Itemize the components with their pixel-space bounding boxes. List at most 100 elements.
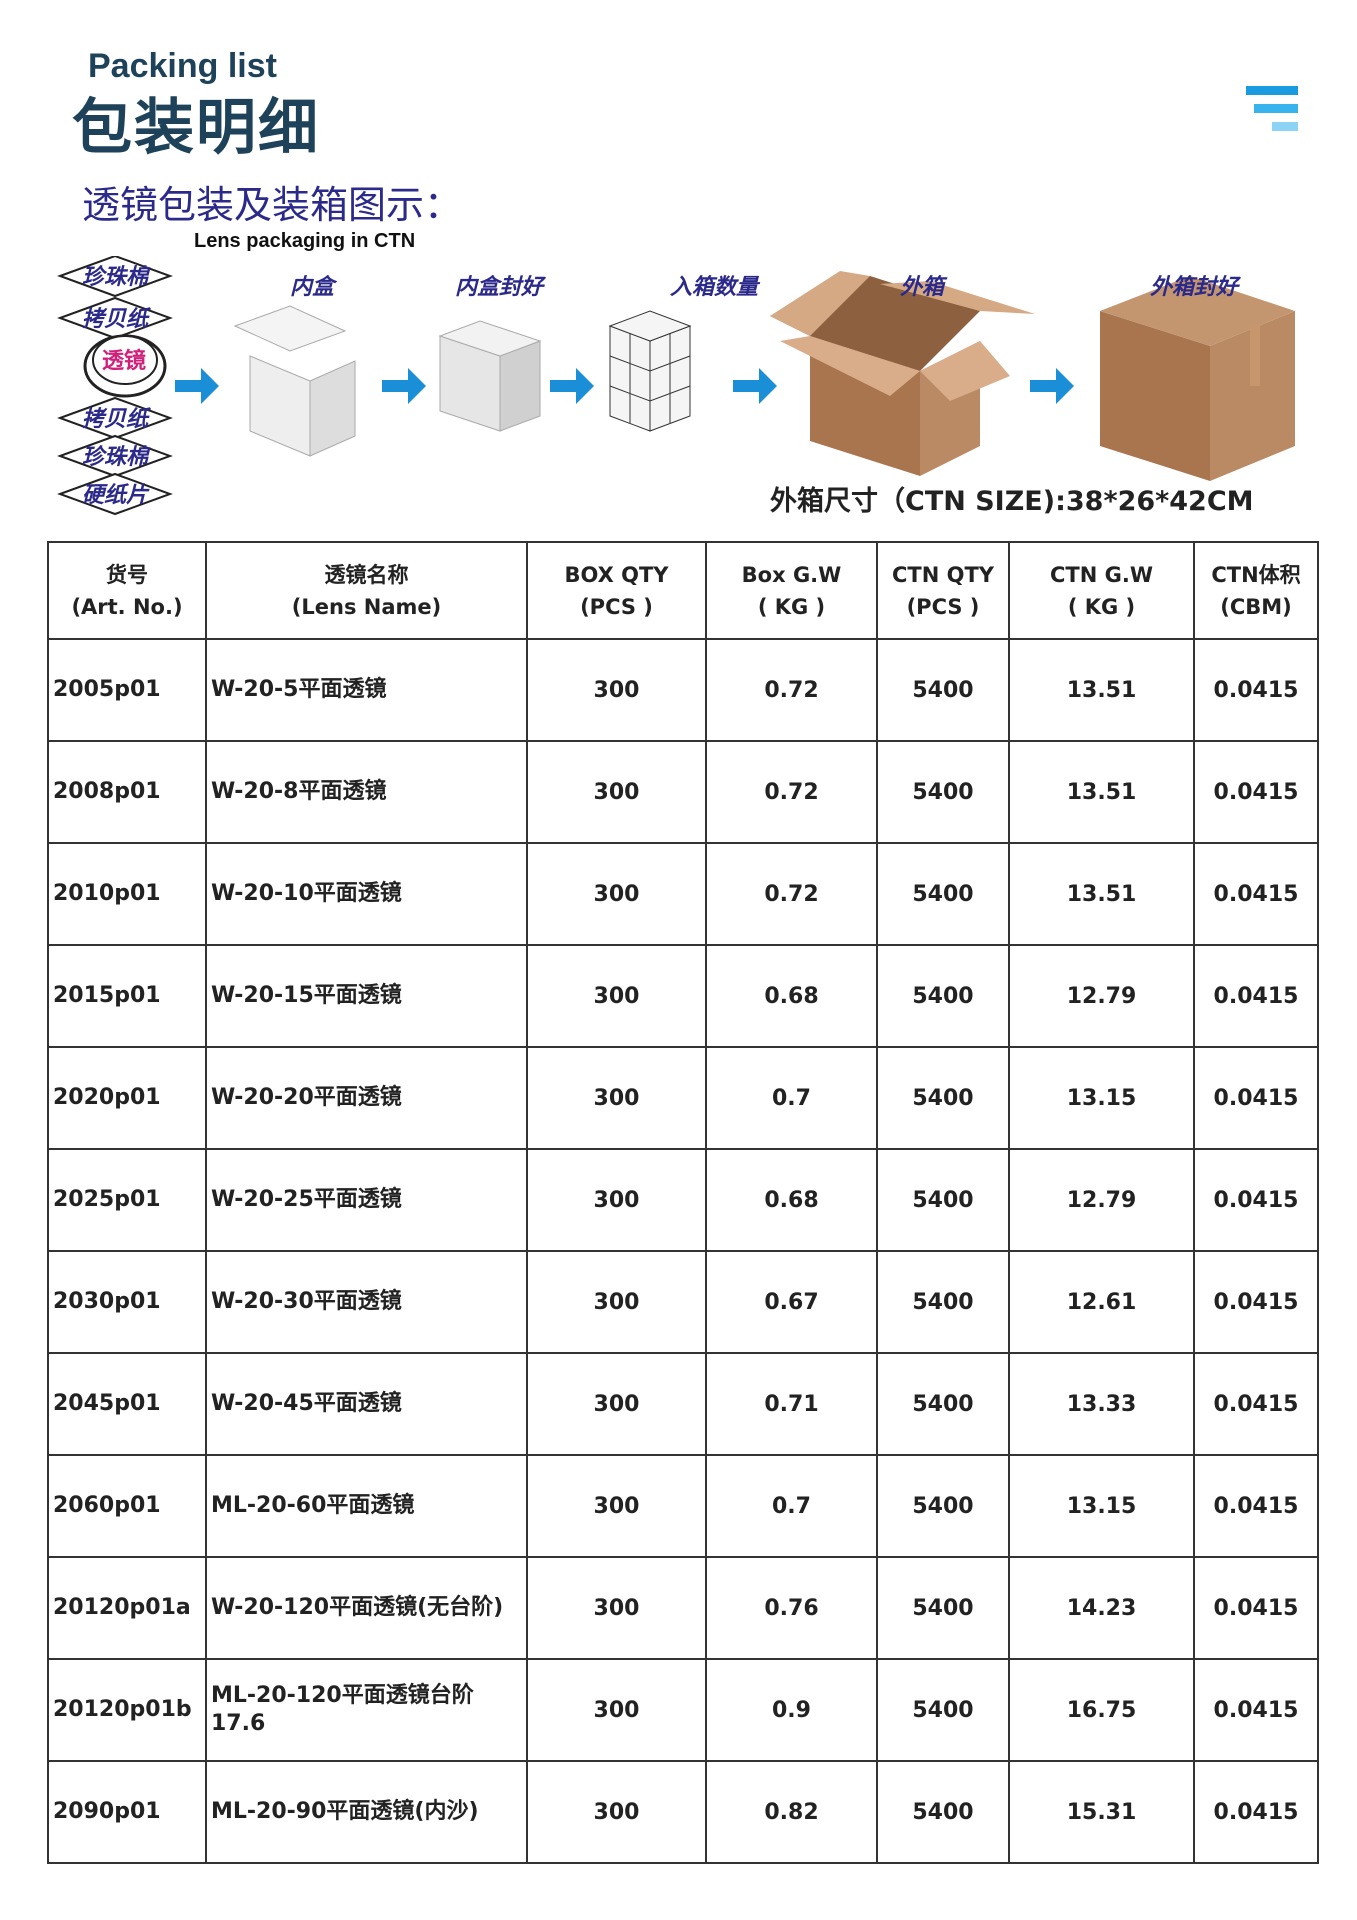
inner-box-sealed-icon [438,320,542,432]
ctn-cbm-cell: 0.0415 [1193,638,1319,742]
ctn-qty-cell: 5400 [876,842,1010,946]
box-qty-cell: 300 [526,1454,707,1558]
table-header-row: 货号 (Art. No.) 透镜名称 (Lens Name) BOX QTY (PCS )… [47,541,1319,640]
carton-size: 外箱尺寸（CTN SIZE):38*26*42CM [770,486,1254,517]
box-gw-cell: 0.76 [705,1556,878,1660]
column-header: CTN QTY (PCS ) [876,541,1010,640]
ctn-qty-cell: 5400 [876,1760,1010,1864]
ctn-gw-cell: 15.31 [1008,1760,1195,1864]
lens-name-cell: W-20-15平面透镜 [205,944,528,1048]
step-label: 外箱 [900,274,948,300]
ctn-gw-cell: 12.61 [1008,1250,1195,1354]
layer-label: 珍珠棉 [82,444,151,470]
ctn-cbm-cell: 0.0415 [1193,1250,1319,1354]
table-row: 20120p01b ML-20-120平面透镜台阶17.6 300 0.9 5400 16… [47,1658,1319,1762]
box-gw-cell: 0.68 [705,944,878,1048]
menu-lines-icon[interactable] [1246,86,1298,132]
ctn-cbm-cell: 0.0415 [1193,1352,1319,1456]
table-row: 2060p01 ML-20-60平面透镜 300 0.7 5400 13.15 0.0415 [47,1454,1319,1558]
lens-name-cell: W-20-20平面透镜 [205,1046,528,1150]
header-text: CTN G.W [1049,562,1153,587]
box-qty-cell: 300 [526,1760,707,1864]
ctn-qty-cell: 5400 [876,1556,1010,1660]
title-chinese: 包装明细 [72,93,320,163]
ctn-gw-cell: 14.23 [1008,1556,1195,1660]
outer-carton-open-icon [770,271,1035,476]
box-gw-cell: 0.7 [705,1454,878,1558]
menu-line [1246,86,1298,95]
ctn-cbm-cell: 0.0415 [1193,1046,1319,1150]
box-qty-cell: 300 [526,1658,707,1762]
art-no-cell: 2005p01 [47,638,207,742]
header-text: ( KG ) [757,594,826,619]
ctn-gw-cell: 16.75 [1008,1658,1195,1762]
section-title-english: Lens packaging in CTN [194,230,416,252]
art-no-cell: 2045p01 [47,1352,207,1456]
arrow-icon [1030,368,1074,404]
ctn-cbm-cell: 0.0415 [1193,1148,1319,1252]
layer-label: 拷贝纸 [82,306,152,332]
ctn-cbm-cell: 0.0415 [1193,1658,1319,1762]
header-text: BOX QTY [564,562,669,587]
arrow-icon [550,368,594,404]
table-row: 2025p01 W-20-25平面透镜 300 0.68 5400 12.79 0.0415 [47,1148,1319,1252]
section-title-chinese: 透镜包装及装箱图示： [82,183,463,227]
ctn-cbm-cell: 0.0415 [1193,842,1319,946]
ctn-qty-cell: 5400 [876,1352,1010,1456]
box-gw-cell: 0.71 [705,1352,878,1456]
table-row: 2008p01 W-20-8平面透镜 300 0.72 5400 13.51 0.0415 [47,740,1319,844]
layer-label: 珍珠棉 [82,264,151,290]
table-row: 2045p01 W-20-45平面透镜 300 0.71 5400 13.33 0.0415 [47,1352,1319,1456]
ctn-cbm-cell: 0.0415 [1193,944,1319,1048]
box-gw-cell: 0.9 [705,1658,878,1762]
lens-name-cell: W-20-5平面透镜 [205,638,528,742]
arrow-icons [175,368,1074,404]
lens-name-cell: ML-20-60平面透镜 [205,1454,528,1558]
ctn-gw-cell: 13.15 [1008,1046,1195,1150]
ctn-gw-cell: 13.51 [1008,842,1195,946]
box-grid-icon [608,310,692,432]
ctn-qty-cell: 5400 [876,944,1010,1048]
box-gw-cell: 0.72 [705,740,878,844]
table-row: 20120p01a W-20-120平面透镜(无台阶) 300 0.76 5400 14.… [47,1556,1319,1660]
header-text: (Art. No.) [71,594,183,619]
ctn-qty-cell: 5400 [876,1658,1010,1762]
ctn-gw-cell: 13.33 [1008,1352,1195,1456]
box-qty-cell: 300 [526,1148,707,1252]
box-gw-cell: 0.68 [705,1148,878,1252]
lens-name-cell: W-20-10平面透镜 [205,842,528,946]
art-no-cell: 20120p01a [47,1556,207,1660]
box-gw-cell: 0.7 [705,1046,878,1150]
column-header: Box G.W ( KG ) [705,541,878,640]
step-label: 外箱封好 [1150,274,1242,300]
ctn-qty-cell: 5400 [876,1046,1010,1150]
arrow-icon [382,368,426,404]
art-no-cell: 2020p01 [47,1046,207,1150]
box-gw-cell: 0.82 [705,1760,878,1864]
title-english: Packing list [88,47,277,85]
box-gw-cell: 0.72 [705,842,878,946]
table-row: 2010p01 W-20-10平面透镜 300 0.72 5400 13.51 0.0415 [47,842,1319,946]
ctn-qty-cell: 5400 [876,740,1010,844]
ctn-gw-cell: 13.15 [1008,1454,1195,1558]
art-no-cell: 2025p01 [47,1148,207,1252]
ctn-cbm-cell: 0.0415 [1193,1760,1319,1864]
column-header: CTN体积 (CBM) [1193,541,1319,640]
column-header: 货号 (Art. No.) [47,541,207,640]
box-qty-cell: 300 [526,1046,707,1150]
layer-label: 透镜 [102,348,146,374]
header-text: 货号 [106,562,148,587]
box-qty-cell: 300 [526,842,707,946]
table-row: 2020p01 W-20-20平面透镜 300 0.7 5400 13.15 0.0415 [47,1046,1319,1150]
box-qty-cell: 300 [526,944,707,1048]
header-text: (Lens Name) [291,594,442,619]
menu-line [1254,104,1298,113]
inner-box-open-icon [233,305,356,457]
column-header: 透镜名称 (Lens Name) [205,541,528,640]
box-qty-cell: 300 [526,1352,707,1456]
table-row: 2005p01 W-20-5平面透镜 300 0.72 5400 13.51 0.0415 [47,638,1319,742]
ctn-qty-cell: 5400 [876,1250,1010,1354]
art-no-cell: 2090p01 [47,1760,207,1864]
ctn-qty-cell: 5400 [876,1454,1010,1558]
box-qty-cell: 300 [526,1556,707,1660]
